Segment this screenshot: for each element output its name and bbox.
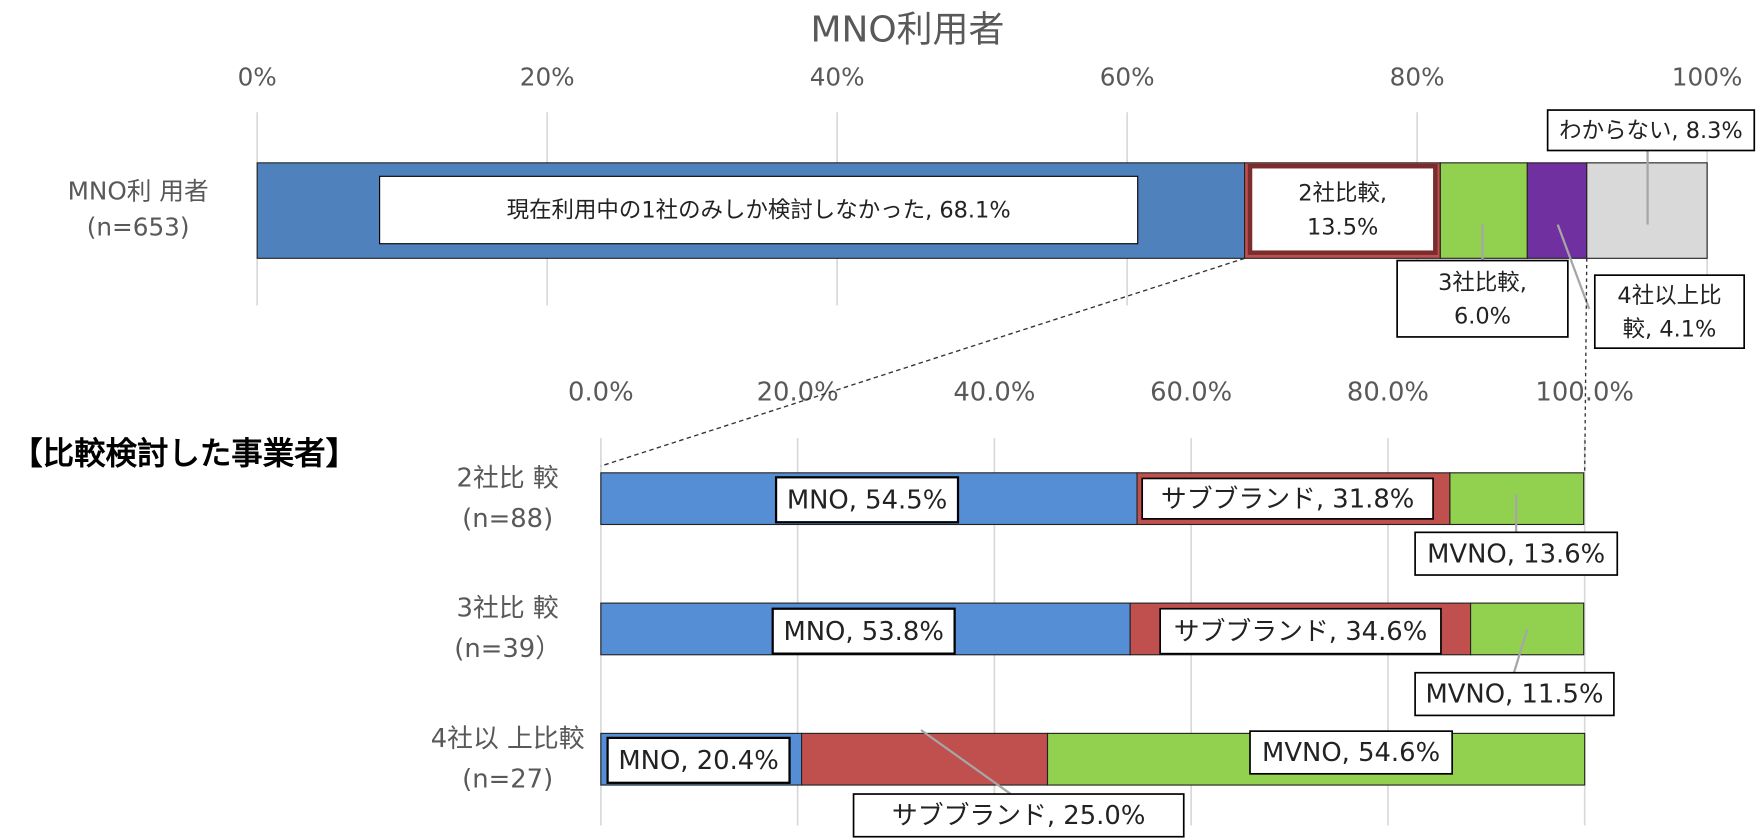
y-tick-label: MNO利 用者(n=653) xyxy=(68,177,209,242)
data-label: MVNO, 11.5% xyxy=(1425,680,1603,710)
label-box xyxy=(771,607,956,655)
x-tick-label: 40.0% xyxy=(953,378,1035,408)
label-box xyxy=(1593,274,1746,350)
label-box xyxy=(379,175,1139,245)
chart-body: MNO利用者 0% 20% 40% 60% 80% 100% MNO利 用者(n=653) 現在… xyxy=(11,9,1756,838)
data-label: 現在利用中の1社のみしか検討しなかった, 68.1% xyxy=(507,198,1011,224)
leader-line xyxy=(920,729,1012,795)
connector xyxy=(1584,258,1588,473)
data-label: サブブランド, 34.6% xyxy=(1174,617,1427,647)
data-label: サブブランド, 31.8% xyxy=(1161,484,1414,514)
data-label: MNO, 53.8% xyxy=(783,617,943,647)
chart-title: 【比較検討した事業者】 xyxy=(11,435,357,472)
label-box xyxy=(1396,259,1569,338)
data-label: サブブランド, 25.0% xyxy=(892,801,1145,831)
y-tick-label: 3社比 較(n=39） xyxy=(454,593,561,663)
x-tick-label: 80% xyxy=(1390,63,1445,92)
x-tick-label: 80.0% xyxy=(1347,378,1429,408)
data-label: MNO, 20.4% xyxy=(618,746,778,776)
connector xyxy=(600,257,1245,467)
x-tick-label: 0% xyxy=(238,63,277,92)
label-box xyxy=(1247,163,1438,255)
bar-segment xyxy=(1439,162,1528,259)
bar-segment xyxy=(1526,162,1588,259)
label-box xyxy=(852,793,1185,838)
label-box xyxy=(1546,109,1756,152)
x-tick-label: 60.0% xyxy=(1150,378,1232,408)
bar-segment xyxy=(800,732,1049,786)
x-tick-label: 100% xyxy=(1672,63,1743,92)
data-label: わからない, 8.3% xyxy=(1559,118,1743,144)
data-label: 3社比較, 6.0% xyxy=(1438,270,1527,330)
x-tick-label: 0.0% xyxy=(568,378,634,408)
label-box xyxy=(1249,730,1454,775)
label-box xyxy=(1159,607,1442,655)
data-label: 2社比較, 13.5% xyxy=(1298,180,1387,240)
x-tick-label: 60% xyxy=(1100,63,1155,92)
label-box xyxy=(1414,531,1619,576)
x-tick-label: 40% xyxy=(810,63,865,92)
data-label: MNO, 54.5% xyxy=(787,485,947,515)
y-tick-label: 2社比 較(n=88) xyxy=(457,463,559,533)
x-tick-label: 20.0% xyxy=(757,378,839,408)
leader-line xyxy=(1512,628,1529,674)
label-box xyxy=(1141,477,1434,520)
label-box xyxy=(1414,671,1615,717)
y-tick-label: 4社以 上比較(n=27) xyxy=(431,723,585,793)
x-tick-label: 100.0% xyxy=(1535,378,1633,408)
x-tick-label: 20% xyxy=(520,63,575,92)
label-box xyxy=(606,736,791,784)
data-label: 4社以上比較, 4.1% xyxy=(1617,282,1721,342)
data-label: MVNO, 54.6% xyxy=(1262,738,1440,768)
data-label: MVNO, 13.6% xyxy=(1427,539,1605,569)
chart-title: MNO利用者 xyxy=(811,9,1005,50)
leader-line xyxy=(1556,224,1591,310)
label-box xyxy=(774,476,960,524)
